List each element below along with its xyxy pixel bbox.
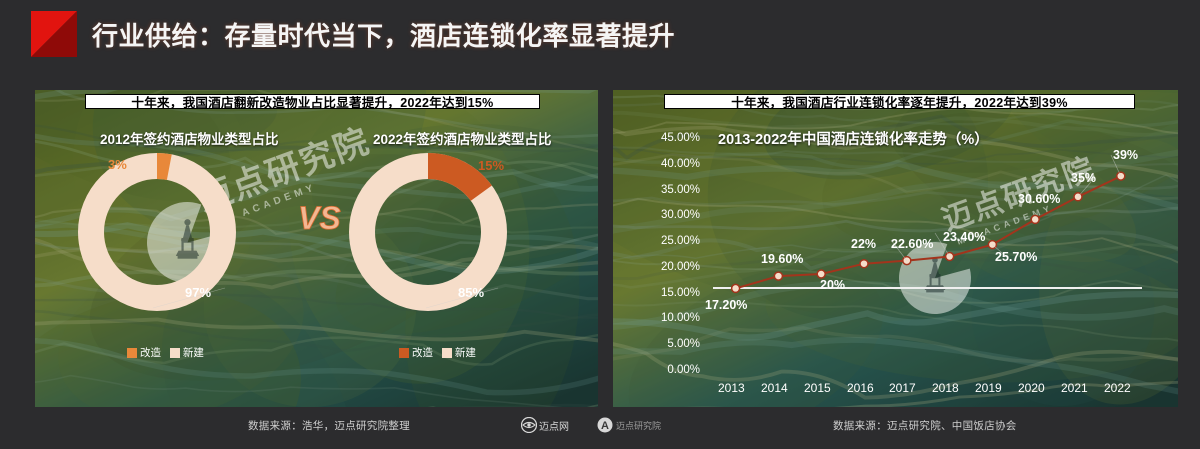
svg-text:A: A	[601, 420, 609, 432]
